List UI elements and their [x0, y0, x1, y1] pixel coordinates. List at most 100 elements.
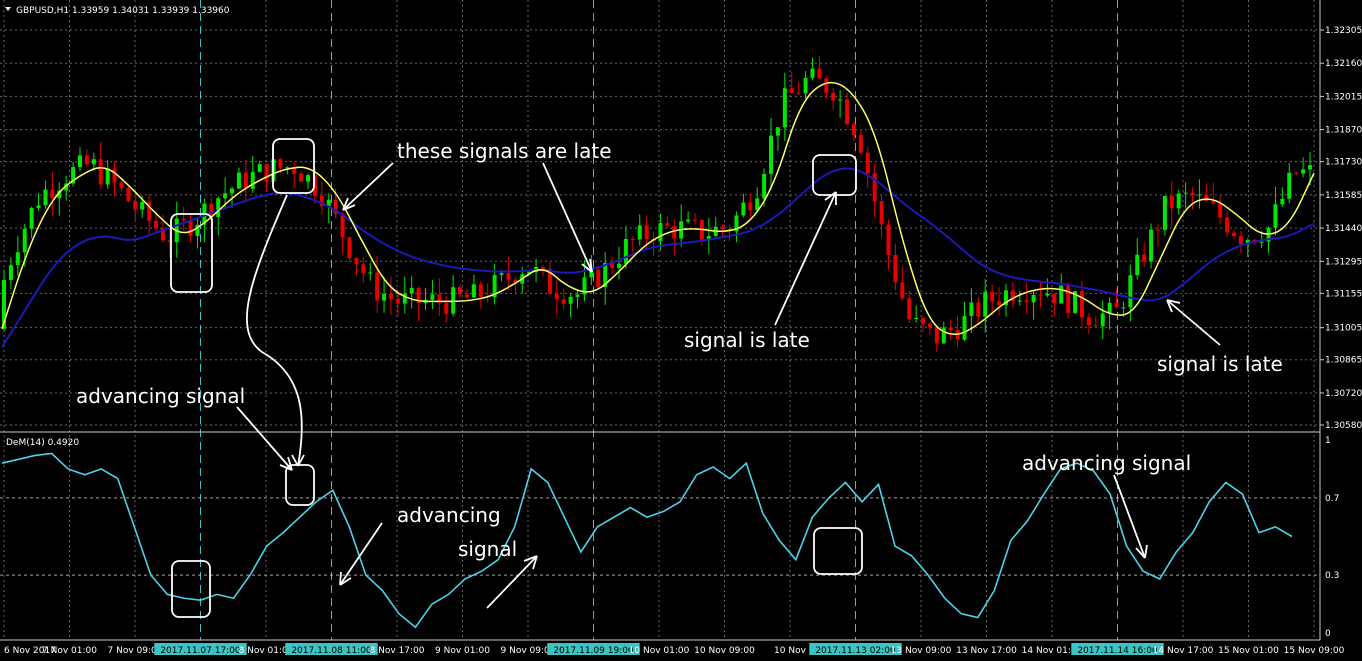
time-highlight-bg — [154, 643, 247, 655]
time-label: 13 Nov 09:00 — [891, 646, 952, 656]
bull-candle — [382, 293, 387, 301]
time-label: 15 Nov 01:00 — [1218, 646, 1279, 656]
bear-candle — [354, 258, 359, 265]
time-label-highlighted: 2017.11.14 16:00 — [1077, 646, 1158, 656]
bull-candle — [29, 207, 34, 229]
bear-candle — [1066, 285, 1071, 314]
bull-candle — [36, 205, 41, 208]
arrow — [486, 555, 538, 609]
bear-candle — [319, 196, 324, 207]
demarker-line — [1, 452, 1293, 629]
bull-candle — [499, 273, 504, 275]
arrow — [1166, 299, 1221, 346]
bull-candle — [250, 171, 255, 189]
bull-candle — [616, 263, 621, 268]
bear-candle — [1086, 317, 1091, 326]
bull-candle — [57, 190, 62, 199]
price-tick-label: 1.32305 — [1325, 26, 1362, 36]
bull-candle — [1045, 293, 1050, 296]
bull-candle — [285, 167, 290, 169]
time-label: 7 Nov 01:00 — [42, 646, 97, 656]
bull-candle — [1149, 229, 1154, 262]
bear-candle — [672, 226, 677, 239]
bull-candle — [71, 167, 76, 184]
bull-candle — [1280, 198, 1285, 205]
bear-candle — [948, 327, 953, 331]
bull-candle — [658, 223, 663, 242]
bull-candle — [43, 189, 48, 206]
bear-candle — [865, 152, 870, 174]
bull-candle — [755, 198, 760, 211]
bear-candle — [506, 273, 511, 280]
bull-candle — [810, 68, 815, 78]
annotation-advancing-2b: signal — [458, 537, 517, 561]
price-tick-label: 1.32015 — [1325, 92, 1362, 102]
chart-menu-icon[interactable] — [5, 7, 11, 11]
bull-candle — [140, 202, 145, 210]
bear-candle — [458, 287, 463, 295]
bear-candle — [630, 238, 635, 240]
bear-candle — [1218, 203, 1223, 218]
price-tick-label: 1.30865 — [1325, 356, 1362, 366]
bear-candle — [154, 220, 159, 229]
bear-candle — [395, 298, 400, 304]
bear-candle — [340, 213, 345, 238]
time-label-highlighted: 2017.11.08 11:00 — [291, 646, 372, 656]
arrow — [339, 522, 383, 586]
bear-candle — [748, 202, 753, 211]
bull-candle — [1128, 275, 1133, 308]
bear-candle — [858, 134, 863, 153]
time-label: 9 Nov 09:00 — [501, 646, 556, 656]
bear-candle — [333, 199, 338, 214]
bull-candle — [402, 293, 407, 304]
bear-candle — [181, 218, 186, 221]
price-tick-label: 1.31440 — [1325, 224, 1362, 234]
time-label-highlighted: 2017.11.09 19:00 — [553, 646, 634, 656]
bear-candle — [610, 263, 615, 268]
bull-candle — [1162, 195, 1167, 230]
bear-candle — [375, 272, 380, 301]
time-highlight-bg — [285, 643, 378, 655]
bear-candle — [1079, 291, 1084, 318]
highlight-box — [170, 213, 213, 293]
bull-candle — [368, 272, 373, 274]
bull-candle — [782, 88, 787, 128]
demarker-axis: 1 0.7 0.3 0 — [1325, 436, 1339, 639]
bull-candle — [1183, 192, 1188, 194]
bear-candle — [540, 267, 545, 269]
bear-candle — [990, 291, 995, 302]
bear-candle — [693, 219, 698, 221]
bull-candle — [1308, 165, 1312, 170]
bear-candle — [444, 302, 449, 314]
demarker-tick-label: 0.3 — [1325, 571, 1339, 581]
bear-candle — [1010, 290, 1015, 302]
time-highlight-bg — [547, 643, 640, 655]
bull-candle — [105, 168, 110, 185]
bull-candle — [492, 274, 497, 298]
time-label: 9 Nov 01:00 — [435, 646, 490, 656]
bear-candle — [243, 172, 248, 189]
time-label: 6 Nov 2017 — [4, 646, 56, 656]
bull-candle — [969, 302, 974, 316]
bear-candle — [720, 226, 725, 230]
bull-candle — [64, 183, 69, 191]
bull-candle — [326, 199, 331, 207]
bear-candle — [112, 168, 117, 183]
highlight-box — [171, 560, 211, 618]
bear-candle — [817, 68, 822, 79]
bull-candle — [838, 99, 843, 101]
bear-candle — [167, 240, 172, 243]
price-tick-label: 1.31870 — [1325, 126, 1362, 136]
arrow — [342, 162, 394, 211]
bear-candle — [561, 299, 566, 304]
bear-candle — [209, 203, 214, 217]
time-label: 7 Nov 09:00 — [108, 646, 163, 656]
price-tick-label: 1.31155 — [1325, 289, 1362, 299]
bull-candle — [623, 238, 628, 264]
bull-candle — [1266, 227, 1271, 242]
bear-candle — [665, 223, 670, 227]
time-label: 15 Nov 09:00 — [1284, 646, 1345, 656]
indicator-title: DeM(14) 0.4920 — [6, 438, 79, 448]
bear-candle — [478, 284, 483, 297]
